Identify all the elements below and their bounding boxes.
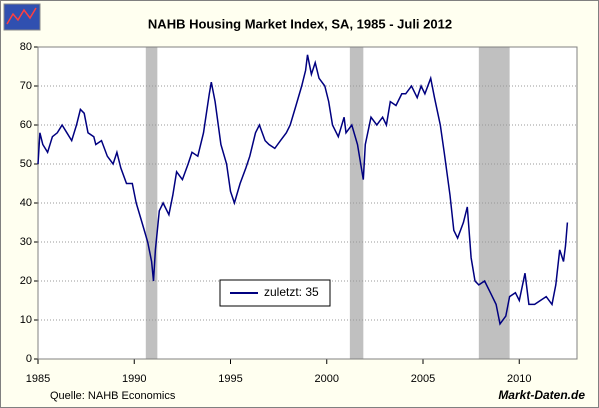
plot-frame bbox=[37, 46, 578, 360]
series-line bbox=[37, 54, 569, 326]
chart-title: NAHB Housing Market Index, SA, 1985 - Ju… bbox=[148, 16, 452, 31]
x-tick-label: 1995 bbox=[218, 373, 242, 385]
x-tick-label: 2005 bbox=[411, 373, 435, 385]
logo bbox=[3, 3, 41, 31]
brand: Markt-Daten.de bbox=[498, 388, 585, 402]
y-tick-label: 0 bbox=[26, 353, 32, 365]
x-tick-label: 1985 bbox=[26, 373, 50, 385]
y-tick-label: 20 bbox=[20, 275, 32, 287]
y-tick-label: 70 bbox=[20, 80, 32, 92]
y-tick-label: 10 bbox=[20, 314, 32, 326]
y-tick-label: 50 bbox=[20, 158, 32, 170]
y-tick-label: 40 bbox=[20, 197, 32, 209]
y-tick-label: 60 bbox=[20, 119, 32, 131]
x-tick-label: 2000 bbox=[315, 373, 339, 385]
x-tick-label: 2010 bbox=[507, 373, 531, 385]
y-tick-label: 80 bbox=[20, 41, 32, 53]
legend-label: zuletzt: 35 bbox=[264, 285, 319, 299]
x-tick-label: 1990 bbox=[122, 373, 146, 385]
recession-band bbox=[145, 47, 158, 359]
y-tick-label: 30 bbox=[20, 236, 32, 248]
source: Quelle: NAHB Economics bbox=[50, 390, 176, 402]
